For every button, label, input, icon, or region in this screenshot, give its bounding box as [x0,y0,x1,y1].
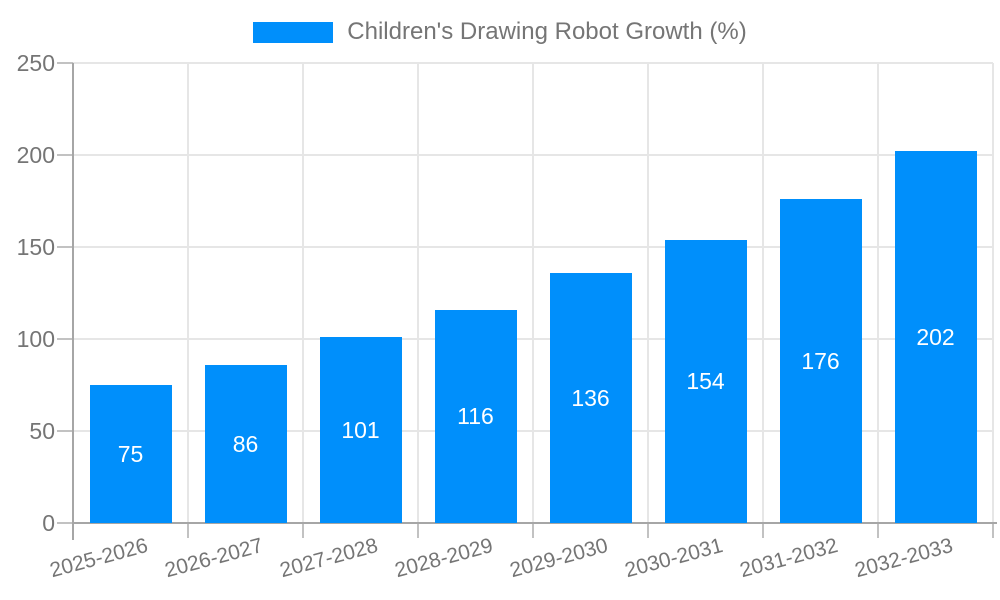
bar-2025-2026[interactable] [89,385,172,523]
y-axis-line [72,63,74,540]
x-axis-tick-label: 2032-2033 [852,534,956,583]
x-tick-mark [302,523,304,538]
x-axis-tick-label: 2025-2026 [47,534,151,583]
y-tick-mark [57,522,73,524]
bar-2027-2028[interactable] [319,337,402,523]
bar-2031-2032[interactable] [779,199,862,523]
x-gridline [877,63,879,523]
y-axis-tick-label: 50 [29,418,55,444]
y-axis-tick-label: 100 [16,326,55,352]
bar-2026-2027[interactable] [204,364,287,523]
bar-2030-2031[interactable] [664,239,747,523]
x-axis-tick-label: 2028-2029 [392,534,496,583]
y-axis-tick-label: 200 [16,142,55,168]
x-gridline [532,63,534,523]
x-gridline [992,63,994,523]
chart-legend[interactable]: Children's Drawing Robot Growth (%) [0,20,1000,44]
x-axis-tick-label: 2026-2027 [162,534,266,583]
bar-value-label: 176 [801,348,840,375]
x-axis-tick-label: 2029-2030 [507,534,611,583]
x-tick-mark [532,523,534,538]
y-tick-mark [57,154,73,156]
x-tick-mark [187,523,189,538]
x-axis-tick-label: 2030-2031 [622,534,726,583]
legend-swatch-icon [253,21,334,43]
y-tick-mark [57,62,73,64]
x-tick-mark [417,523,419,538]
x-tick-mark [992,523,994,538]
bar-value-label: 101 [341,417,380,444]
bar-2028-2029[interactable] [434,309,517,523]
bar-2029-2030[interactable] [549,272,632,523]
bar-value-label: 86 [232,430,259,457]
y-axis-tick-label: 250 [16,50,55,76]
x-tick-mark [762,523,764,538]
y-axis-tick-label: 0 [42,510,55,536]
y-tick-mark [57,338,73,340]
x-gridline [417,63,419,523]
bar-value-label: 116 [457,403,494,430]
x-gridline [187,63,189,523]
y-tick-mark [57,430,73,432]
x-gridline [647,63,649,523]
x-axis-tick-label: 2027-2028 [277,534,381,583]
legend-series-label: Children's Drawing Robot Growth (%) [347,18,747,45]
bar-value-label: 75 [117,441,144,467]
bar-2032-2033[interactable] [894,151,977,523]
bar-value-label: 154 [686,368,725,395]
y-tick-mark [57,246,73,248]
x-tick-mark [647,523,649,538]
bar-value-label: 136 [571,384,610,411]
y-axis-tick-label: 150 [16,234,55,260]
bar-value-label: 202 [916,324,955,351]
x-gridline [762,63,764,523]
x-tick-mark [877,523,879,538]
x-axis-line [73,522,997,524]
x-axis-tick-label: 2031-2032 [737,534,841,583]
x-gridline [302,63,304,523]
